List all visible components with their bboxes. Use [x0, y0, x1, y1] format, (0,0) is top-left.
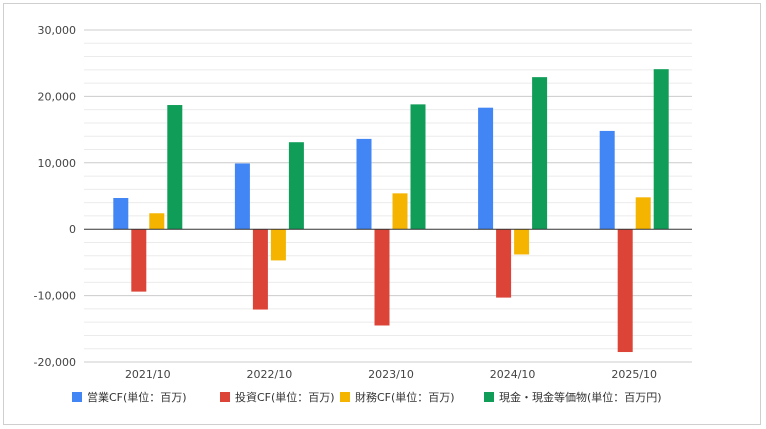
x-axis: 2021/10 2022/10 2023/10 2024/10 2025/10 — [125, 368, 657, 381]
y-tick-label: 10,000 — [38, 157, 77, 170]
legend: 営業CF(単位：百万) 投資CF(単位：百万) 財務CF(単位：百万) 現金・現金等価… — [72, 390, 662, 404]
legend-label: 投資CF(単位：百万) — [235, 390, 335, 404]
legend-swatch — [340, 392, 350, 402]
y-axis: 30,000 20,000 10,000 0 -10,000 -20,000 — [34, 24, 76, 369]
bar-3-2025-10 — [635, 197, 651, 230]
bar-2-2025-10 — [617, 229, 633, 353]
legend-swatch — [220, 392, 230, 402]
y-tick-label: 30,000 — [38, 24, 77, 37]
bar-3-2024-10 — [514, 229, 530, 255]
legend-label: 営業CF(単位：百万) — [87, 390, 187, 404]
x-tick-label: 2023/10 — [368, 368, 414, 381]
bar-3-2023-10 — [392, 193, 408, 230]
bar-2-2021-10 — [131, 229, 147, 292]
x-tick-label: 2024/10 — [490, 368, 536, 381]
bar-3-2022-10 — [270, 229, 286, 261]
bar-2-2023-10 — [374, 229, 390, 326]
bar-2-2024-10 — [496, 229, 512, 298]
bar-3-2021-10 — [149, 213, 165, 230]
y-tick-label: -20,000 — [34, 356, 76, 369]
legend-swatch — [484, 392, 494, 402]
bar-1-2021-10 — [113, 197, 129, 230]
chart-frame — [3, 3, 761, 425]
bar-4-2021-10 — [167, 105, 183, 230]
x-tick-label: 2025/10 — [611, 368, 657, 381]
legend-label: 財務CF(単位：百万) — [355, 390, 455, 404]
legend-swatch — [72, 392, 82, 402]
bar-2-2022-10 — [252, 229, 268, 310]
x-tick-label: 2021/10 — [125, 368, 171, 381]
bar-1-2023-10 — [356, 138, 372, 230]
bar-1-2022-10 — [234, 163, 250, 230]
bar-1-2025-10 — [599, 130, 615, 230]
bar-1-2024-10 — [478, 107, 494, 230]
bar-4-2024-10 — [532, 77, 548, 230]
bar-4-2025-10 — [653, 69, 669, 230]
bar-4-2023-10 — [410, 104, 426, 230]
y-tick-label: 0 — [69, 223, 76, 236]
bars — [113, 69, 669, 353]
bar-4-2022-10 — [288, 142, 304, 230]
y-tick-label: -10,000 — [34, 290, 76, 303]
x-tick-label: 2022/10 — [247, 368, 293, 381]
legend-label: 現金・現金等価物(単位：百万円) — [499, 390, 662, 404]
y-tick-label: 20,000 — [38, 90, 77, 103]
